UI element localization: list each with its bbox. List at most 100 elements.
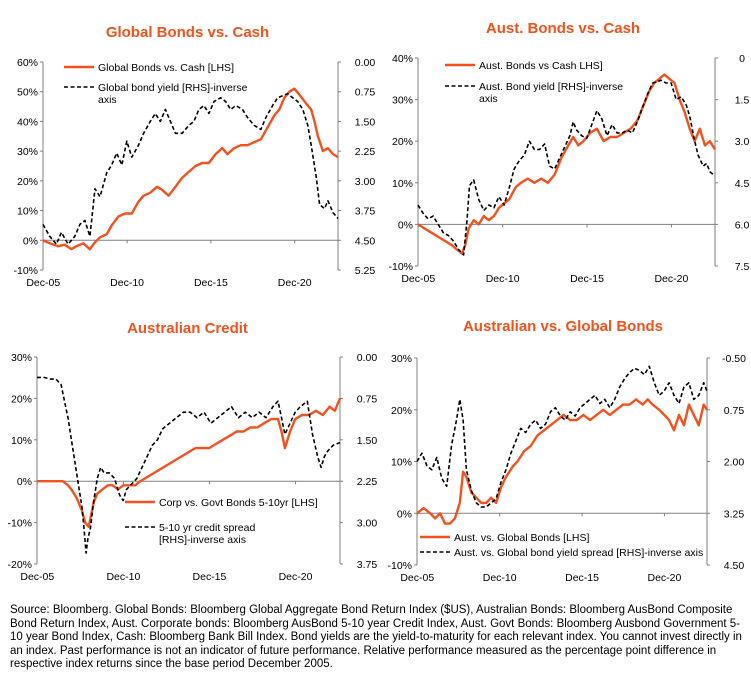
y-left-tick-label: 60% — [17, 57, 38, 69]
series-line-lhs — [37, 397, 342, 528]
y-right-tick-label: 4.50 — [355, 235, 376, 247]
y-right-tick-label: 3.75 — [355, 206, 376, 218]
y-left-tick-label: 0% — [23, 235, 38, 247]
chart-title: Australian Credit — [127, 320, 248, 337]
chart-australian-credit: Australian Credit -20% -10% 0% 10% 20% 30% 0.0… — [0, 300, 378, 600]
legend-label: Aust. vs. Global bond yield spread [RHS]… — [454, 547, 703, 559]
y-right-tick-label: 4.5 — [735, 178, 750, 190]
x-tick-label: Dec-10 — [106, 571, 140, 583]
y-right-tick-label: 2.25 — [357, 476, 378, 488]
y-left-tick-label: -10% — [7, 518, 32, 530]
legend-label: 5-10 yr credit spread [RHS]-inverse axis — [159, 522, 255, 546]
y-left-tick-label: -10% — [13, 265, 38, 277]
y-left-tick-label: 40% — [392, 53, 413, 65]
y-left-tick-label: 20% — [392, 136, 413, 148]
legend-label: Global Bonds vs. Cash [LHS] — [98, 62, 234, 74]
series-line-rhs — [417, 79, 716, 256]
y-right-tick-label: 3.00 — [357, 518, 378, 530]
series-line-lhs — [417, 73, 717, 255]
x-tick-label: Dec-20 — [279, 571, 313, 583]
x-tick-label: Dec-15 — [565, 572, 599, 584]
y-left-tick-label: 30% — [392, 95, 413, 107]
x-tick-label: Dec-20 — [654, 273, 688, 285]
series-line-rhs — [416, 365, 708, 508]
y-right-tick-label: 0.00 — [355, 57, 376, 69]
y-left-tick-label: 30% — [11, 352, 32, 364]
y-right-tick-label: 5.25 — [355, 265, 376, 277]
x-tick-label: Dec-15 — [194, 277, 228, 289]
y-right-tick-label: 0.75 — [724, 405, 745, 417]
y-right-tick-label: 1.50 — [357, 435, 378, 447]
chart-title: Aust. Bonds vs. Cash — [485, 20, 641, 37]
chart-title: Global Bonds vs. Cash — [105, 24, 270, 41]
y-right-tick-label: -0.50 — [722, 353, 746, 365]
chart-svg: -10% 0% 10% 20% 30% 40% 0 1.5 3.0 4.5 6.0 7.5 Dec-05… — [388, 53, 750, 285]
x-tick-label: Dec-15 — [193, 571, 227, 583]
legend-label: Aust. vs. Global Bonds [LHS] — [454, 532, 589, 544]
y-right-tick-label: 0 — [739, 53, 745, 65]
y-left-tick-label: 10% — [391, 457, 412, 469]
series-line-lhs — [416, 398, 709, 525]
x-tick-label: Dec-10 — [110, 277, 144, 289]
y-left-tick-label: 10% — [11, 435, 32, 447]
y-right-tick-label: 3.75 — [357, 559, 378, 571]
y-left-tick-label: 10% — [17, 206, 38, 218]
chart-global-bonds-vs-cash: Global Bonds vs. Cash -10% 0% 10% 20% 30% 40%… — [0, 0, 375, 300]
y-left-tick-label: 0% — [17, 476, 32, 488]
legend-label-line: Aust. Bond yield [RHS]-inverse — [479, 81, 623, 93]
legend-label: Aust. Bonds vs Cash LHS] — [479, 60, 603, 72]
chart-aust-bonds-vs-cash: Aust. Bonds vs. Cash -10% 0% 10% 20% 30% 40% 0… — [375, 0, 751, 300]
chart-svg: -10% 0% 10% 20% 30% -0.50 0.75 2.00 3.25 4.50 Dec-… — [387, 353, 746, 584]
y-left-tick-label: 20% — [11, 393, 32, 405]
y-left-tick-label: 10% — [392, 178, 413, 190]
x-tick-label: Dec-05 — [401, 273, 435, 285]
x-tick-label: Dec-20 — [648, 572, 682, 584]
y-right-tick-label: 0.75 — [355, 87, 376, 99]
y-left-tick-label: 20% — [17, 176, 38, 188]
y-right-tick-label: 1.5 — [735, 95, 750, 107]
x-tick-label: Dec-15 — [570, 273, 604, 285]
x-tick-label: Dec-05 — [400, 572, 434, 584]
y-left-tick-label: -10% — [387, 560, 412, 572]
y-left-tick-label: 0% — [397, 508, 412, 520]
series-line-lhs — [42, 87, 339, 251]
y-left-tick-label: 50% — [17, 87, 38, 99]
y-left-tick-label: -10% — [388, 261, 413, 273]
y-right-tick-label: 0.00 — [357, 352, 378, 364]
y-right-tick-label: 2.00 — [724, 457, 745, 469]
y-left-tick-label: -20% — [7, 559, 32, 571]
legend-label: Corp vs. Govt Bonds 5-10yr [LHS] — [159, 497, 318, 509]
legend-label-line: 5-10 yr credit spread — [159, 522, 255, 534]
x-tick-label: Dec-05 — [26, 277, 60, 289]
chart-australian-vs-global-bonds: Australian vs. Global Bonds -10% 0% 10% 20%… — [375, 300, 751, 600]
legend-label-line: Global bond yield [RHS]-inverse — [98, 82, 248, 94]
y-left-tick-label: 20% — [391, 405, 412, 417]
legend-label: Aust. Bond yield [RHS]-inverse axis — [479, 81, 623, 105]
x-tick-label: Dec-20 — [278, 277, 312, 289]
chart-title: Australian vs. Global Bonds — [462, 318, 664, 335]
y-right-tick-label: 3.0 — [735, 136, 750, 148]
series-line-rhs — [42, 92, 339, 245]
legend-label-line: axis — [479, 93, 498, 105]
legend-label-line: [RHS]-inverse axis — [159, 534, 246, 546]
y-right-tick-label: 6.0 — [735, 219, 750, 231]
y-left-tick-label: 30% — [391, 353, 412, 365]
x-tick-label: Dec-05 — [20, 571, 54, 583]
y-right-tick-label: 2.25 — [355, 146, 376, 158]
y-left-tick-label: 40% — [17, 116, 38, 128]
x-tick-label: Dec-10 — [486, 273, 520, 285]
chart-svg: -10% 0% 10% 20% 30% 40% 50% 60% 0.00 0.75 1.50 2.25… — [13, 57, 376, 289]
y-left-tick-label: 0% — [398, 219, 413, 231]
y-left-tick-label: 30% — [17, 146, 38, 158]
y-right-tick-label: 0.75 — [357, 393, 378, 405]
legend-label: Global bond yield [RHS]-inverse axis — [98, 82, 248, 106]
y-right-tick-label: 3.00 — [355, 176, 376, 188]
y-right-tick-label: 4.50 — [724, 560, 745, 572]
y-right-tick-label: 1.50 — [355, 116, 376, 128]
legend-label-line: axis — [98, 94, 117, 106]
x-tick-label: Dec-10 — [483, 572, 517, 584]
chart-svg: -20% -10% 0% 10% 20% 30% 0.00 0.75 1.50 2.25 3.00 3… — [7, 352, 378, 583]
source-note: Source: Bloomberg. Global Bonds: Bloombe… — [10, 604, 742, 670]
y-right-tick-label: 7.5 — [735, 261, 750, 273]
series-line-rhs — [37, 376, 341, 554]
